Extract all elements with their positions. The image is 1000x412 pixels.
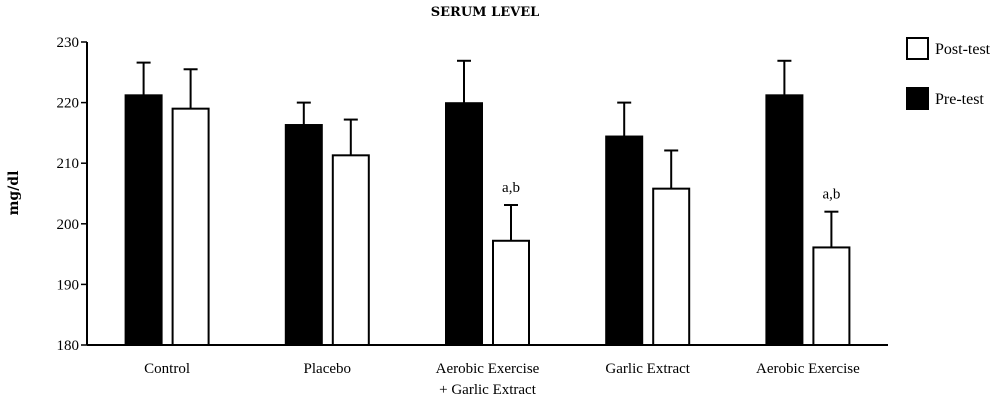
bar-pre-test xyxy=(605,135,644,346)
x-tick-label: Control xyxy=(144,361,190,377)
bar-post-test xyxy=(492,239,530,347)
bar-post-test xyxy=(171,107,210,346)
bar-pre-test xyxy=(284,124,323,346)
x-tick-label: Placebo xyxy=(304,361,351,377)
bar-post-test xyxy=(331,154,370,346)
significance-annotation: a,b xyxy=(822,187,840,203)
axes: 180 190 200 210 220 230 xyxy=(57,35,888,354)
legend-label: Post-test xyxy=(935,41,991,58)
bar-pre-test xyxy=(124,94,163,346)
bars-group: Control Placebo Aerobic Exercise + Garlic E… xyxy=(124,59,860,398)
bar-post-test xyxy=(812,246,851,347)
legend: Post-test Pre-test xyxy=(906,37,991,110)
y-tick-label: 220 xyxy=(57,96,80,112)
legend-swatch xyxy=(906,37,929,60)
x-tick-label: Aerobic Exercise + Garlic Extract xyxy=(436,361,540,398)
bar-pre-test xyxy=(765,94,804,346)
x-tick-label: Garlic Extract xyxy=(605,361,690,377)
y-tick-label: 230 xyxy=(57,35,80,51)
legend-label: Pre-test xyxy=(935,91,984,108)
bar-post-test xyxy=(652,187,691,346)
chart-title: SERUM LEVEL xyxy=(431,5,540,20)
x-tick-label: Aerobic Exercise xyxy=(756,361,860,377)
bar-pre-test xyxy=(445,102,483,347)
y-tick-label: 200 xyxy=(57,217,80,233)
y-tick-label: 190 xyxy=(57,277,80,293)
y-tick-label: 180 xyxy=(57,338,80,354)
significance-annotation: a,b xyxy=(502,180,520,196)
legend-swatch xyxy=(906,87,929,110)
y-tick-label: 210 xyxy=(57,156,80,172)
y-axis-label: mg/dl xyxy=(6,171,22,216)
